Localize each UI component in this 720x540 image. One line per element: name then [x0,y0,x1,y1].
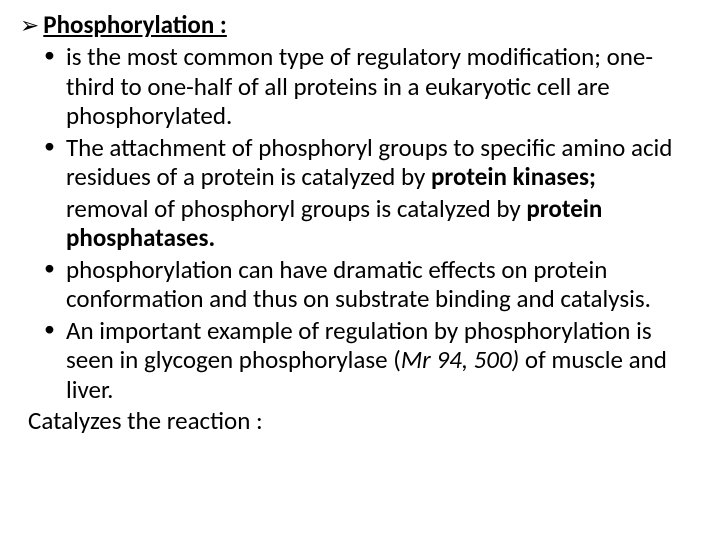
closing-line: Catalyzes the reaction : [20,406,700,436]
heading-line: ➢Phosphorylation : [20,10,700,40]
bullet-text-italic: Mr 94, 500) [401,344,525,375]
heading-text: Phosphorylation : [43,9,227,40]
bullet-text: phosphorylation can have dramatic effect… [66,254,651,315]
bullet-list: is the most common type of regulatory mo… [20,42,700,192]
bullet-list: phosphorylation can have dramatic effect… [20,255,700,405]
bullet-text: is the most common type of regulatory mo… [66,41,653,131]
arrow-bullet-icon: ➢ [20,12,39,40]
list-item: The attachment of phosphoryl groups to s… [44,133,700,192]
bullet-text: removal of phosphoryl groups is catalyze… [66,193,526,224]
list-item: is the most common type of regulatory mo… [44,42,700,131]
closing-text: Catalyzes the reaction : [28,405,263,436]
list-item: phosphorylation can have dramatic effect… [44,255,700,314]
continuation-line: removal of phosphoryl groups is catalyze… [20,194,700,253]
list-item: An important example of regulation by ph… [44,316,700,405]
bullet-text-bold: protein kinases; [431,161,596,192]
slide-container: ➢Phosphorylation : is the most common ty… [0,0,720,540]
